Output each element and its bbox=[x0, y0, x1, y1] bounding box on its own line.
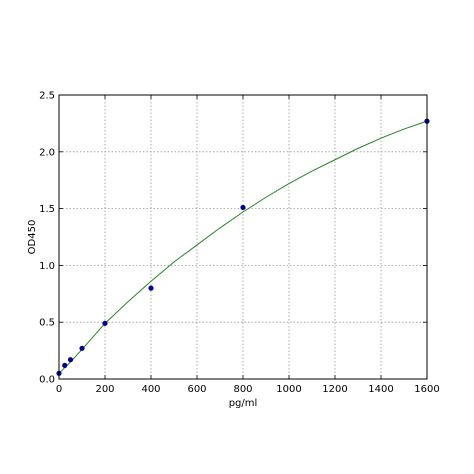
x-tick-label: 1200 bbox=[322, 384, 347, 395]
fit-curve-line bbox=[58, 120, 428, 374]
x-tick-label: 800 bbox=[233, 384, 252, 395]
data-point bbox=[240, 204, 246, 211]
data-point bbox=[79, 345, 85, 351]
fit-curve-group bbox=[58, 120, 428, 374]
x-tick-label: 600 bbox=[187, 384, 206, 395]
data-point bbox=[102, 320, 108, 326]
data-point bbox=[62, 362, 68, 368]
x-tick-label: 200 bbox=[95, 384, 114, 395]
y-tick-label: 1.0 bbox=[39, 261, 55, 272]
x-axis-ticks: 0 200 400 600 800 1000 1200 1400 1600 bbox=[56, 95, 440, 395]
y-tick-label: 0.0 bbox=[39, 375, 55, 386]
y-tick-label: 2.5 bbox=[39, 91, 55, 102]
y-axis-label: OD450 bbox=[27, 220, 38, 255]
plot-area bbox=[58, 94, 428, 380]
x-tick-label: 400 bbox=[141, 384, 160, 395]
x-tick-label: 1400 bbox=[368, 384, 393, 395]
x-tick-label: 0 bbox=[56, 384, 62, 395]
data-point bbox=[67, 357, 74, 363]
x-tick-label: 1600 bbox=[414, 384, 439, 395]
x-axis-label: pg/ml bbox=[229, 398, 258, 409]
y-tick-label: 2.0 bbox=[39, 147, 55, 158]
y-tick-label: 0.5 bbox=[39, 318, 55, 329]
y-axis-ticks: 0.0 0.5 1.0 1.5 2.0 2.5 bbox=[39, 91, 427, 386]
data-point bbox=[148, 285, 154, 291]
x-tick-label: 1000 bbox=[276, 384, 301, 395]
y-tick-label: 1.5 bbox=[39, 204, 55, 215]
